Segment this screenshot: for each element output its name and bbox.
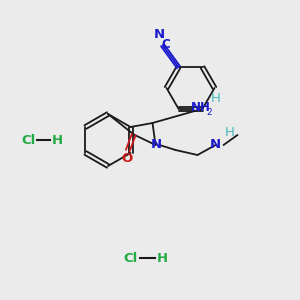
Text: O: O [121, 152, 132, 165]
Text: N: N [210, 137, 221, 151]
Text: H: H [225, 127, 235, 140]
Text: H: H [156, 251, 168, 265]
Text: C: C [161, 38, 170, 51]
Text: H: H [51, 134, 63, 146]
Text: Cl: Cl [123, 251, 137, 265]
Text: NH: NH [190, 101, 211, 114]
Text: N: N [151, 139, 162, 152]
Text: N: N [154, 28, 165, 41]
Text: Cl: Cl [21, 134, 35, 146]
Text: 2: 2 [207, 108, 212, 117]
Text: H: H [211, 92, 220, 105]
